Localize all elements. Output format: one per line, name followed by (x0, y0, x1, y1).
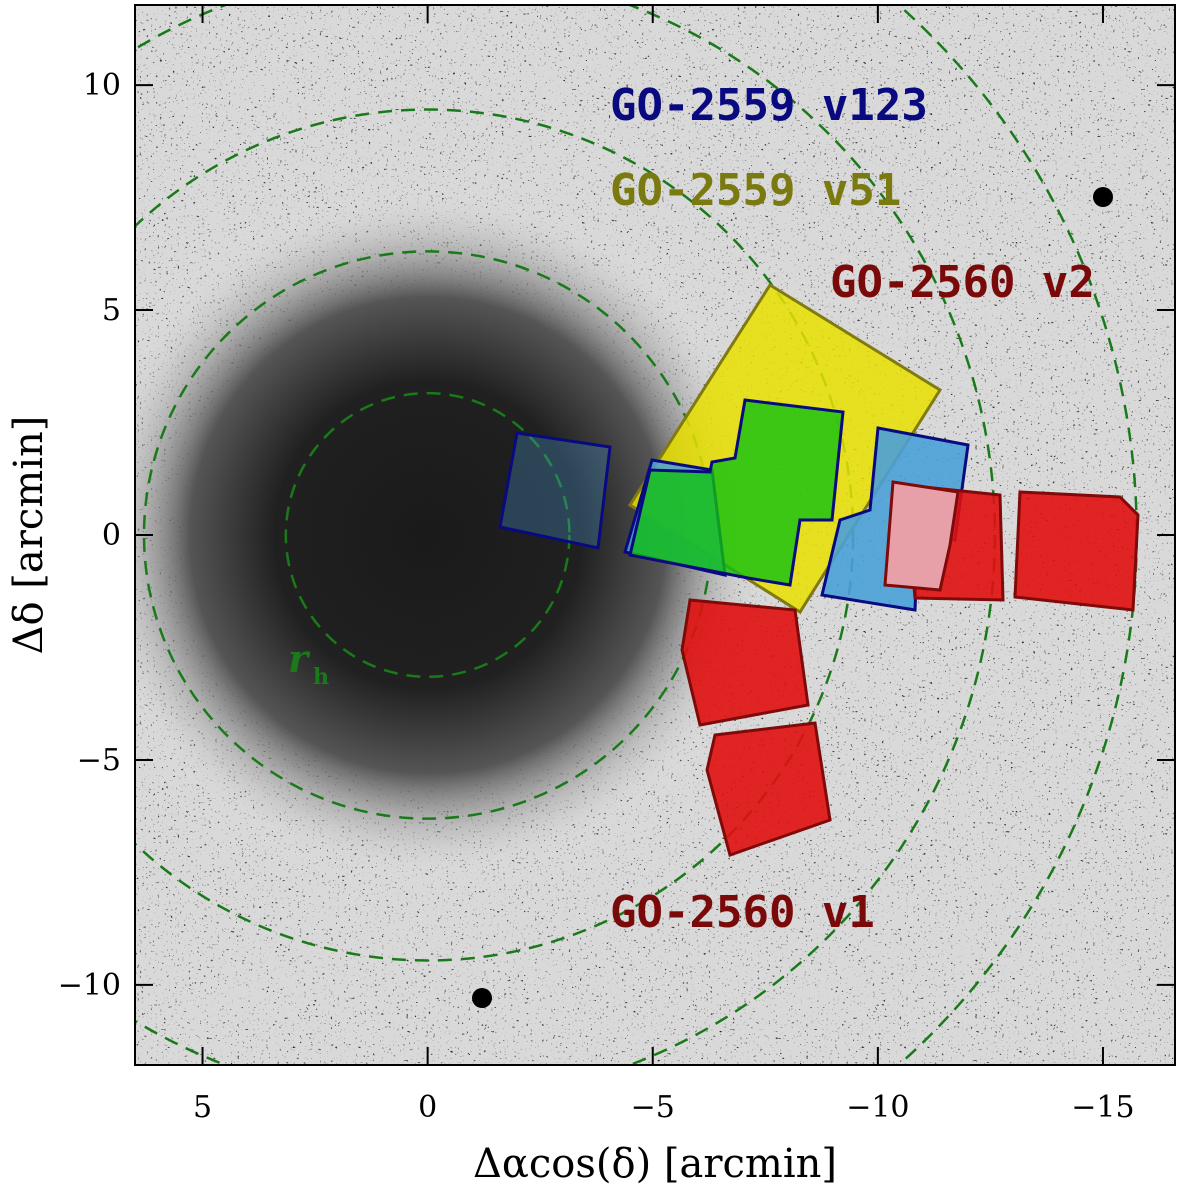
footprint-v2 (1013, 490, 1140, 612)
footprint-v123 (628, 398, 845, 587)
x-tick-label: −15 (1071, 1090, 1134, 1125)
x-tick-label: −5 (631, 1090, 675, 1125)
ring-label: r (288, 636, 311, 681)
footprint-v2 (883, 480, 960, 592)
x-tick-label: 0 (418, 1090, 437, 1125)
annotation: GO-2560 v2 (830, 257, 1095, 308)
x-tick-label: 5 (193, 1090, 212, 1125)
sky-image (135, 5, 1175, 1065)
y-tick-label: 0 (102, 518, 121, 553)
y-tick-label: −10 (58, 968, 121, 1003)
footprints (498, 282, 1140, 857)
ring-label-sub: h (313, 664, 329, 690)
footprint-v1 (680, 598, 810, 727)
y-tick-label: 10 (83, 68, 121, 103)
y-tick-label: 5 (102, 293, 121, 328)
annotation: GO-2559 v51 (610, 165, 901, 216)
y-tick-label: −5 (77, 743, 121, 778)
annotation: GO-2559 v123 (610, 80, 928, 131)
footprint-v123 (498, 431, 612, 550)
annotation: GO-2560 v1 (610, 887, 875, 938)
x-tick-label: −10 (846, 1090, 909, 1125)
y-axis-label: Δδ [arcmin] (6, 416, 52, 655)
x-axis-label: Δαcos(δ) [arcmin] (473, 1141, 837, 1187)
ring (284, 391, 571, 679)
footprint-v1 (705, 721, 832, 857)
